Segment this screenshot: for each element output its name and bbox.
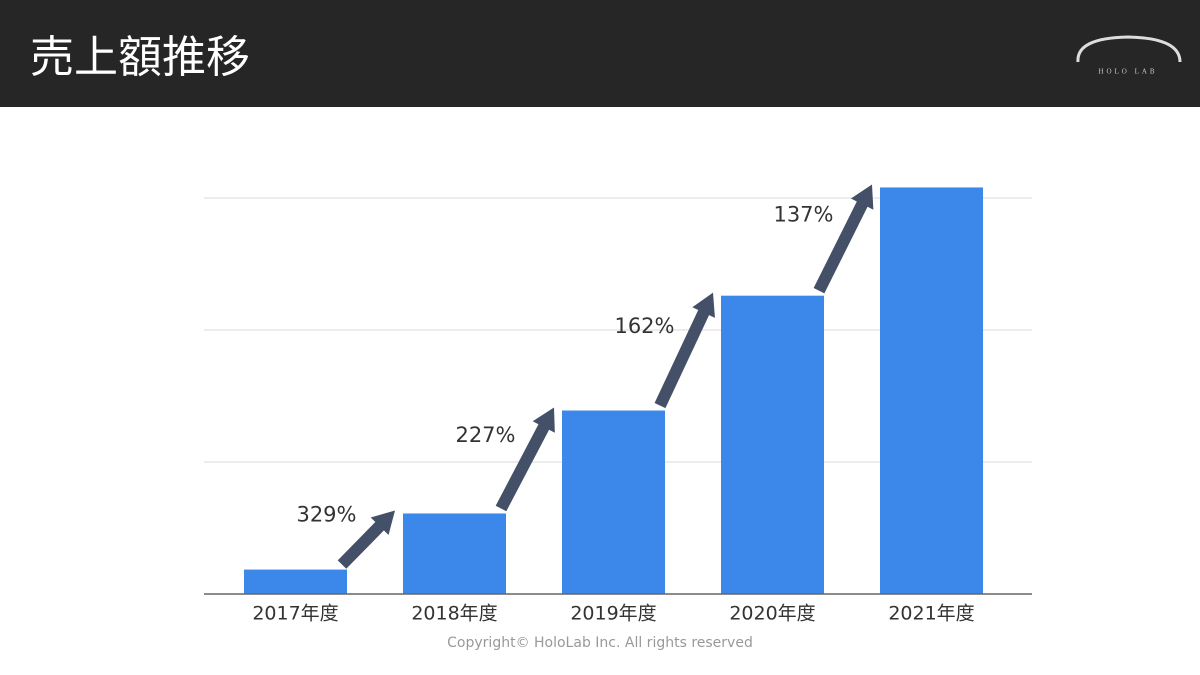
growth-label: 329% (296, 503, 356, 527)
growth-label: 137% (773, 203, 833, 227)
x-tick-label: 2020年度 (729, 603, 815, 625)
growth-arrow (813, 184, 874, 294)
bar (880, 187, 983, 594)
x-tick-label: 2019年度 (570, 603, 656, 625)
header-bar (0, 0, 1200, 107)
arrow-shape (495, 407, 555, 512)
x-tick-label: 2021年度 (888, 603, 974, 625)
arrow-shape (654, 292, 715, 409)
growth-arrow (654, 292, 715, 409)
logo-text: HOLO LAB (1098, 68, 1157, 76)
arrow-shape (337, 510, 395, 569)
logo-arc (1076, 35, 1182, 63)
arrow-shape (813, 184, 874, 294)
growth-label: 227% (455, 423, 515, 447)
growth-label: 162% (614, 314, 674, 338)
bar (562, 410, 665, 594)
growth-arrow (495, 407, 555, 512)
bar (721, 295, 824, 594)
copyright: Copyright© HoloLab Inc. All rights reser… (447, 635, 753, 651)
growth-arrow (337, 510, 395, 569)
x-tick-label: 2018年度 (411, 603, 497, 625)
x-tick-label: 2017年度 (252, 603, 338, 625)
bar (244, 569, 347, 594)
bar (403, 513, 506, 594)
slide-title: 売上額推移 (30, 32, 250, 83)
